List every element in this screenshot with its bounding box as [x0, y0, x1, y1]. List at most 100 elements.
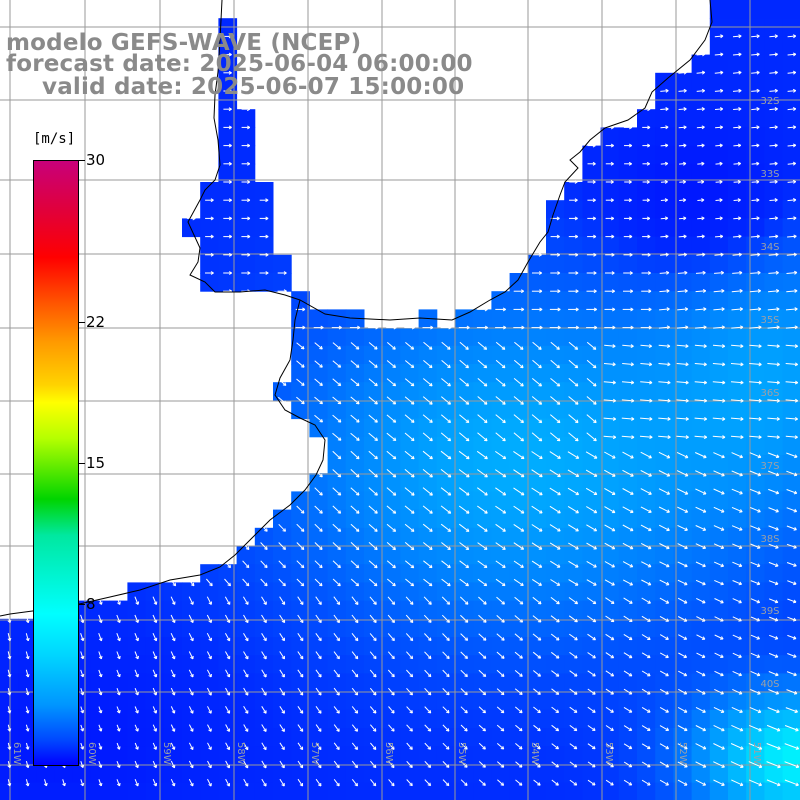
- wind-arrow: [604, 289, 615, 294]
- field-cell: [728, 236, 747, 256]
- field-cell: [709, 382, 729, 401]
- field-cell: [709, 309, 729, 329]
- forecast-date: forecast date: 2025-06-04 06:00:00: [6, 51, 473, 77]
- wind-arrow: [605, 143, 614, 148]
- wind-arrow: [715, 198, 723, 203]
- field-cell: [491, 418, 511, 438]
- field-cell: [582, 418, 602, 438]
- wind-arrow: [223, 216, 232, 221]
- wind-arrow: [604, 307, 616, 312]
- field-cell: [364, 582, 383, 602]
- field-cell: [200, 200, 219, 219]
- wind-arrow: [368, 414, 378, 423]
- field-cell: [200, 600, 219, 620]
- field-cell: [691, 309, 711, 329]
- field-cell: [491, 491, 511, 511]
- colorbar-tick-label: 30: [86, 151, 106, 169]
- field-cell: [127, 764, 147, 784]
- wind-arrow: [640, 451, 652, 459]
- field-cell: [691, 509, 711, 529]
- field-cell: [345, 509, 365, 529]
- wind-arrow: [495, 469, 507, 478]
- wind-arrow: [205, 252, 214, 257]
- field-cell: [564, 309, 583, 329]
- field-cell: [582, 364, 602, 383]
- field-cell: [600, 491, 620, 511]
- field-cell: [655, 273, 674, 292]
- field-cell: [418, 455, 438, 474]
- field-cell: [746, 345, 765, 365]
- wind-arrow: [223, 34, 232, 39]
- wind-arrow: [785, 398, 799, 403]
- field-cell: [637, 291, 656, 310]
- wind-arrow: [732, 52, 742, 57]
- field-cell: [509, 455, 529, 474]
- wind-arrow: [603, 435, 617, 440]
- wind-arrow: [604, 344, 616, 349]
- wind-arrow: [350, 469, 360, 478]
- field-cell: [582, 182, 602, 201]
- field-cell: [782, 54, 800, 74]
- field-cell: [764, 364, 784, 383]
- field-cell: [218, 254, 238, 274]
- field-cell: [691, 764, 711, 784]
- field-cell: [254, 673, 274, 693]
- wind-arrow: [642, 143, 651, 148]
- wind-arrow: [658, 362, 671, 367]
- field-cell: [200, 182, 219, 201]
- field-cell: [218, 236, 238, 256]
- field-cell: [400, 546, 420, 565]
- wind-arrow: [350, 378, 360, 387]
- field-cell: [637, 327, 656, 347]
- wind-arrow: [241, 271, 251, 275]
- field-cell: [473, 527, 492, 547]
- field-cell: [709, 236, 729, 256]
- wind-arrow: [621, 398, 635, 403]
- field-cell: [691, 582, 711, 602]
- field-cell: [600, 655, 620, 674]
- wind-arrow: [549, 414, 561, 424]
- wind-arrow: [694, 380, 707, 385]
- wind-arrow: [676, 380, 689, 385]
- field-cell: [637, 218, 656, 238]
- wind-arrow: [314, 360, 323, 368]
- field-cell: [728, 382, 747, 401]
- field-cell: [254, 709, 274, 729]
- wind-arrow: [605, 271, 615, 275]
- field-cell: [600, 400, 620, 420]
- field-cell: [564, 436, 583, 456]
- wind-arrow: [660, 143, 669, 148]
- field-cell: [18, 673, 37, 693]
- wind-arrow: [404, 414, 415, 423]
- field-cell: [109, 600, 128, 620]
- field-cell: [564, 273, 583, 292]
- field-cell: [273, 728, 292, 747]
- field-cell: [400, 327, 420, 347]
- field-cell: [273, 673, 292, 693]
- wind-arrow: [476, 469, 488, 478]
- wind-arrow: [368, 360, 378, 368]
- field-cell: [491, 455, 511, 474]
- field-cell: [764, 782, 784, 800]
- field-cell: [327, 782, 347, 800]
- field-cell: [491, 691, 511, 711]
- field-cell: [746, 691, 765, 711]
- field-cell: [200, 655, 219, 674]
- field-cell: [728, 400, 747, 420]
- wind-arrow: [605, 216, 615, 221]
- field-cell: [655, 364, 674, 383]
- field-cell: [327, 455, 347, 474]
- wind-arrow: [241, 252, 251, 257]
- lat-label: 32S: [760, 96, 779, 107]
- field-cell: [455, 728, 474, 747]
- field-cell: [655, 109, 674, 128]
- field-cell: [564, 782, 583, 800]
- wind-arrow: [713, 452, 725, 459]
- wind-arrow: [767, 307, 780, 312]
- field-cell: [709, 291, 729, 310]
- field-cell: [527, 418, 547, 438]
- field-cell: [527, 455, 547, 474]
- field-cell: [764, 273, 784, 292]
- field-cell: [382, 764, 401, 784]
- field-cell: [655, 709, 674, 729]
